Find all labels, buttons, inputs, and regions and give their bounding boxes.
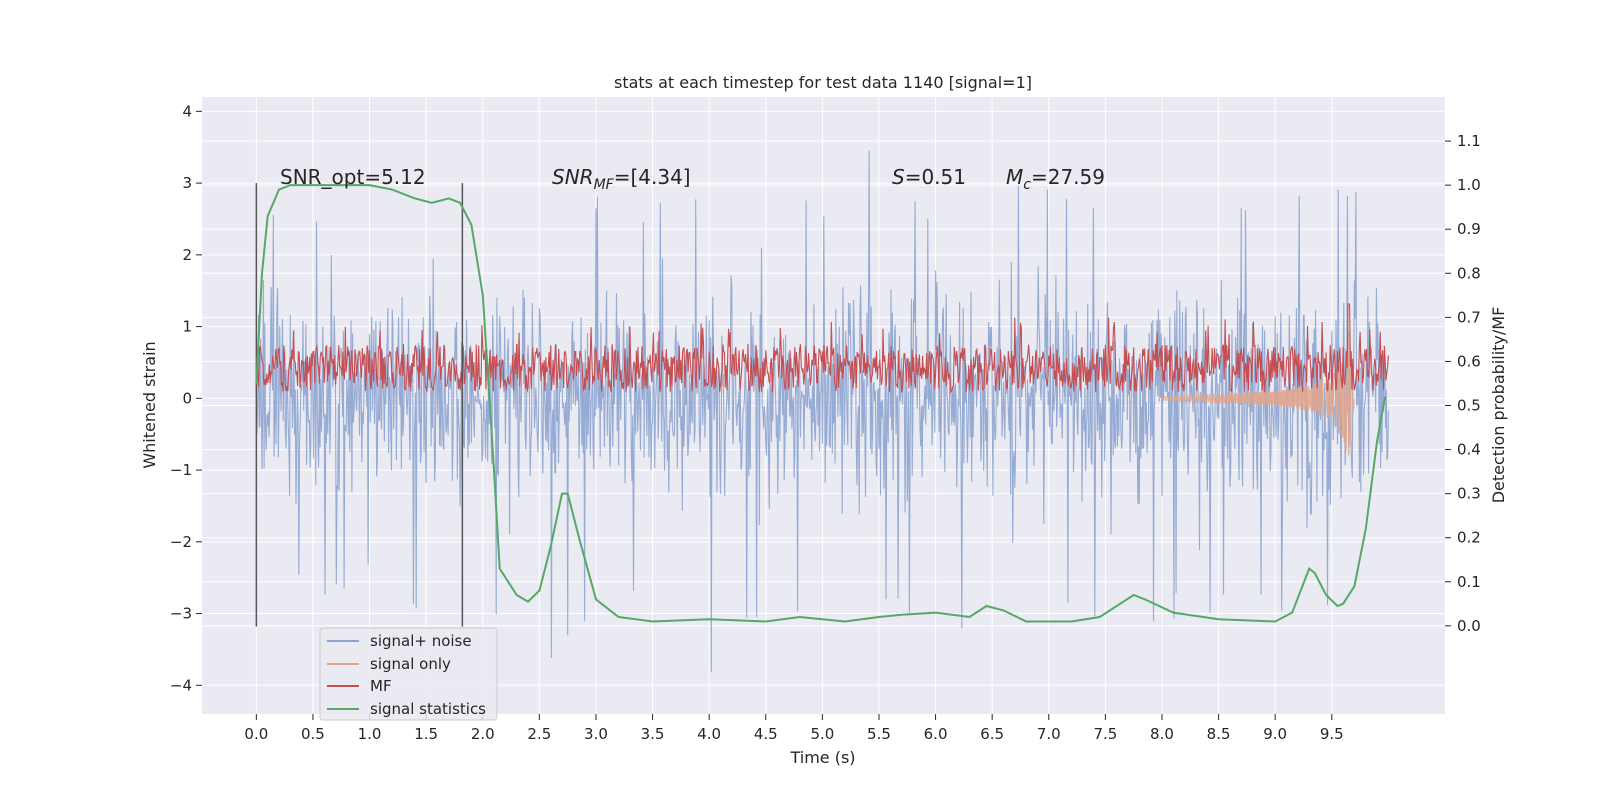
y-tick-label-right: 0.7 (1457, 308, 1481, 326)
legend: signal+ noise signal only MF signal stat… (319, 627, 498, 721)
x-tick-label: 7.5 (1093, 725, 1117, 743)
x-tick-label: 1.0 (358, 725, 382, 743)
y-tick-label-right: 0.9 (1457, 220, 1481, 238)
y-tick-label-left: 3 (182, 174, 192, 192)
x-tick-label: 3.0 (584, 725, 608, 743)
y-tick-label-right: 1.1 (1457, 132, 1481, 150)
annotation-s-main: S (892, 165, 905, 189)
y-tick-label-right: 0.0 (1457, 617, 1481, 635)
x-tick-label: 0.0 (244, 725, 268, 743)
line-signal-only (1161, 330, 1355, 456)
line-mf (255, 303, 1389, 395)
y-tick-label-left: 2 (182, 246, 192, 264)
x-tick-label: 2.5 (527, 725, 551, 743)
y-axis-left-ticks: −4 −3 −2 −1 0 1 2 3 4 (170, 102, 202, 694)
x-tick-label: 8.0 (1150, 725, 1174, 743)
x-tick-label: 4.5 (754, 725, 778, 743)
y-tick-label-left: 4 (182, 102, 192, 120)
y-tick-label-right: 0.1 (1457, 573, 1481, 591)
x-tick-label: 8.5 (1207, 725, 1231, 743)
y-tick-label-right: 0.8 (1457, 264, 1481, 282)
annotation-snr-mf-sub: MF (594, 177, 615, 193)
x-tick-label: 4.0 (697, 725, 721, 743)
y-tick-label-left: −3 (170, 605, 192, 623)
chart-title: stats at each timestep for test data 114… (614, 73, 1032, 92)
annotation-snr-mf-value: =[4.34] (614, 165, 691, 189)
y-tick-label-right: 0.2 (1457, 529, 1481, 547)
y-tick-label-right: 0.5 (1457, 397, 1481, 415)
legend-box (319, 627, 498, 721)
x-tick-label: 3.5 (641, 725, 665, 743)
annotation-mc-main: M (1006, 165, 1023, 189)
y-tick-label-right: 0.6 (1457, 352, 1481, 370)
annotation-mc-sub: c (1023, 177, 1031, 193)
x-tick-label: 6.5 (980, 725, 1004, 743)
annotation-snr-opt: SNR_opt=5.12 (280, 165, 426, 189)
series-signal-statistics (255, 184, 1386, 623)
x-tick-label: 5.5 (867, 725, 891, 743)
x-tick-label: 0.5 (301, 725, 325, 743)
line-signal-statistics (255, 184, 1386, 623)
y-tick-label-right: 0.3 (1457, 485, 1481, 503)
x-axis-ticks: 0.0 0.5 1.0 1.5 2.0 2.5 3.0 3.5 4.0 4.5 5.0 5.5 6.0 6… (244, 714, 1344, 743)
annotation-snr-mf: SNRMF=[4.34] (552, 165, 691, 193)
annotation-mc: Mc=27.59 (1006, 165, 1105, 193)
series-mf (255, 303, 1389, 395)
legend-label-signal-only: signal only (370, 655, 451, 673)
series-signal-only (1161, 330, 1355, 456)
y-axis-right-label: Detection probability/MF (1489, 307, 1508, 504)
y-axis-label: Whitened strain (140, 341, 159, 468)
annotations: SNR_opt=5.12 SNRMF=[4.34] S=0.51 Mc=27.5… (280, 165, 1105, 193)
x-tick-label: 9.0 (1263, 725, 1287, 743)
y-tick-label-left: −2 (170, 533, 192, 551)
y-axis-right-ticks: 0.0 0.1 0.2 0.3 0.4 0.5 0.6 0.7 0.8 0.9 1.0 1.1 (1445, 132, 1481, 635)
vertical-markers (255, 183, 464, 627)
y-tick-label-left: −4 (170, 676, 192, 694)
legend-label-signal-statistics: signal statistics (370, 700, 486, 718)
legend-label-signal-noise: signal+ noise (370, 632, 472, 650)
x-tick-label: 1.5 (414, 725, 438, 743)
x-axis-label: Time (s) (789, 748, 855, 767)
x-tick-label: 2.0 (471, 725, 495, 743)
legend-label-mf: MF (370, 677, 392, 695)
y-tick-label-right: 1.0 (1457, 176, 1481, 194)
x-tick-label: 7.0 (1037, 725, 1061, 743)
annotation-mc-value: =27.59 (1031, 165, 1105, 189)
x-tick-label: 5.0 (810, 725, 834, 743)
y-tick-label-left: −1 (170, 461, 192, 479)
y-tick-label-right: 0.4 (1457, 441, 1481, 459)
y-tick-label-left: 0 (182, 389, 192, 407)
annotation-s: S=0.51 (892, 165, 966, 189)
y-tick-label-left: 1 (182, 318, 192, 336)
annotation-snr-mf-main: SNR (552, 165, 594, 189)
annotation-s-value: =0.51 (905, 165, 966, 189)
x-tick-label: 6.0 (924, 725, 948, 743)
x-tick-label: 9.5 (1320, 725, 1344, 743)
